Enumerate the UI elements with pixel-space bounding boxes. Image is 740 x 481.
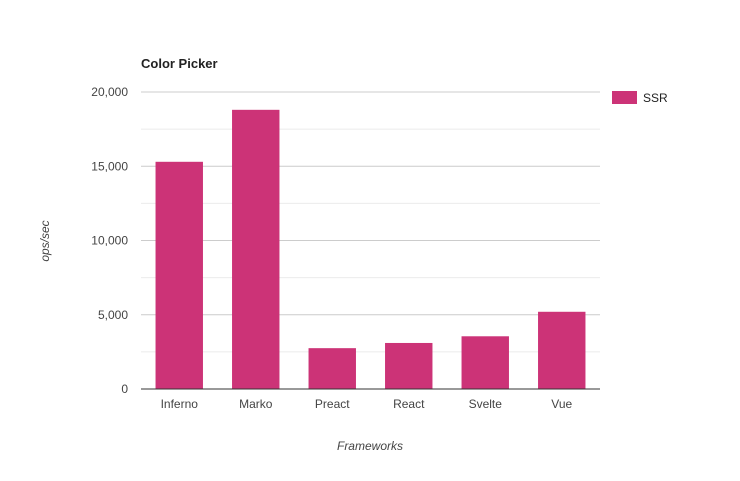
legend-swatch (612, 91, 637, 104)
chart-title: Color Picker (141, 56, 218, 71)
y-axis-ticks: 0 5,000 10,000 15,000 20,000 (91, 85, 128, 396)
bar-inferno (155, 161, 203, 389)
bars (155, 109, 586, 389)
x-tick-label: Inferno (161, 397, 199, 411)
bar-react (385, 342, 433, 389)
legend: SSR (612, 91, 668, 105)
x-tick-label: Marko (239, 397, 273, 411)
y-tick-label: 5,000 (98, 308, 128, 322)
bar-preact (308, 348, 356, 389)
y-axis-label: ops/sec (38, 220, 52, 261)
y-tick-label: 10,000 (91, 234, 128, 248)
y-tick-label: 0 (121, 382, 128, 396)
x-tick-label: Preact (315, 397, 350, 411)
bar-marko (232, 109, 280, 389)
legend-label: SSR (643, 91, 668, 105)
y-tick-label: 20,000 (91, 85, 128, 99)
x-tick-label: Svelte (469, 397, 503, 411)
x-axis-ticks: Inferno Marko Preact React Svelte Vue (161, 397, 573, 411)
y-tick-label: 15,000 (91, 159, 128, 173)
x-tick-label: Vue (551, 397, 572, 411)
x-tick-label: React (393, 397, 425, 411)
bar-svelte (461, 336, 509, 389)
x-axis-label: Frameworks (337, 439, 403, 453)
gridlines (141, 91, 600, 353)
bar-vue (538, 311, 586, 389)
